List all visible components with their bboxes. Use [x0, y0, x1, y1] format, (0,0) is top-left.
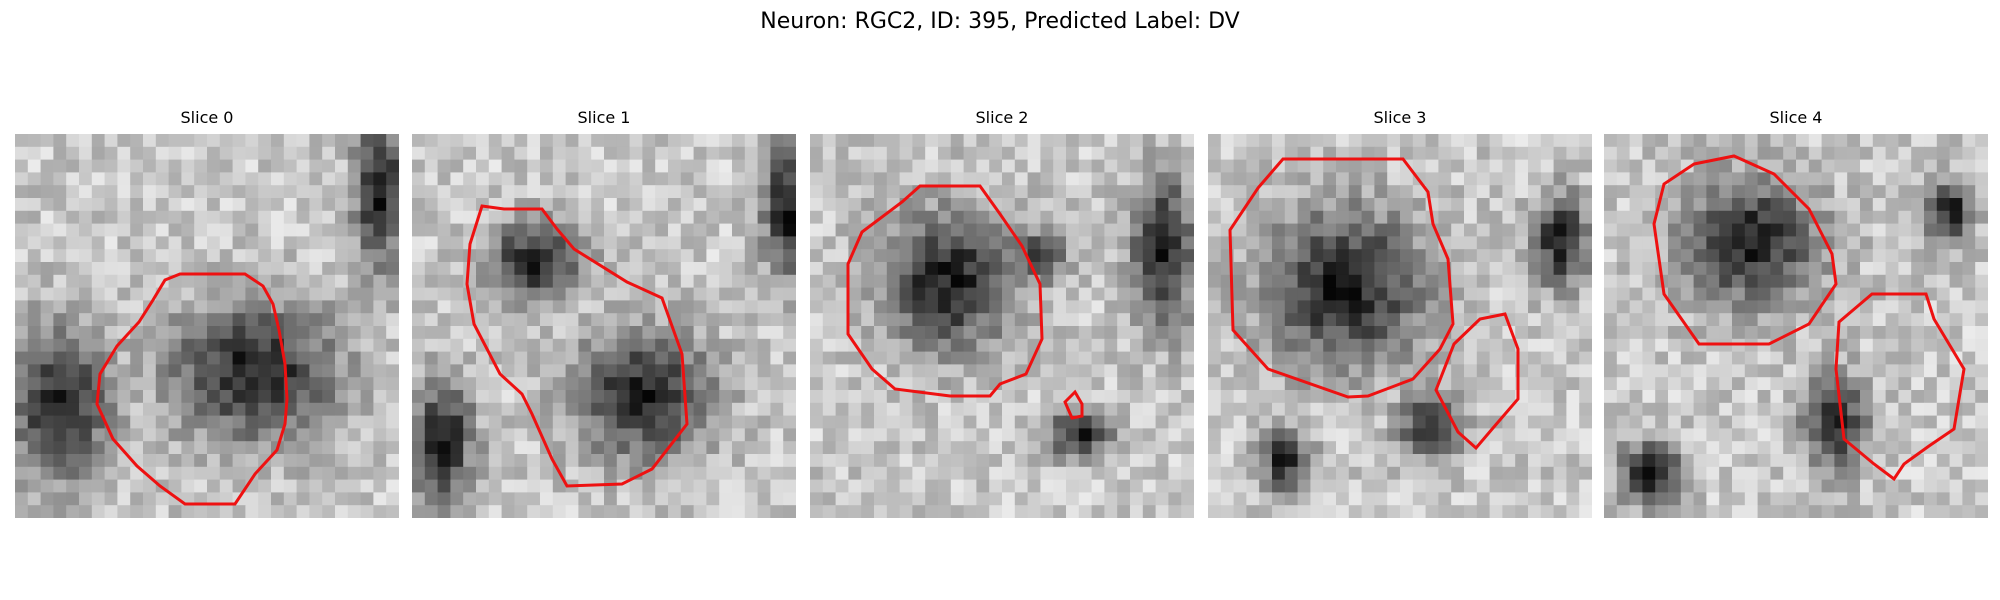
cell-contour: [1652, 154, 1838, 346]
neighbor-contour: [1834, 292, 1966, 482]
figure-title: Neuron: RGC2, ID: 395, Predicted Label: …: [760, 9, 1240, 34]
slice-image: [1208, 134, 1592, 518]
slice-panel-4: Slice 4: [1604, 108, 1988, 518]
slice-panel-1: Slice 1: [412, 108, 796, 518]
slice-image: [412, 134, 796, 518]
cell-contour: [465, 204, 689, 488]
grayscale-pixels: [1604, 134, 1988, 518]
slice-image: [1604, 134, 1988, 518]
cell-contour: [846, 184, 1044, 398]
cell-contour: [1228, 157, 1455, 399]
grayscale-pixels: [15, 134, 399, 518]
small-contour: [1063, 389, 1084, 420]
slice-image: [15, 134, 399, 518]
slice-title: Slice 3: [1373, 108, 1427, 127]
slice-image: [810, 134, 1194, 518]
slice-title: Slice 1: [577, 108, 631, 127]
cell-contour: [95, 272, 289, 506]
slice-title: Slice 2: [975, 108, 1029, 127]
neighbor-contour: [1434, 312, 1520, 451]
slice-panel-2: Slice 2: [810, 108, 1194, 518]
slice-title: Slice 0: [180, 108, 234, 127]
slice-panel-3: Slice 3: [1208, 108, 1592, 518]
slice-panel-0: Slice 0: [15, 108, 399, 518]
grayscale-pixels: [1208, 134, 1592, 518]
slice-title: Slice 4: [1769, 108, 1823, 127]
grayscale-pixels: [412, 134, 796, 518]
grayscale-pixels: [810, 134, 1194, 518]
